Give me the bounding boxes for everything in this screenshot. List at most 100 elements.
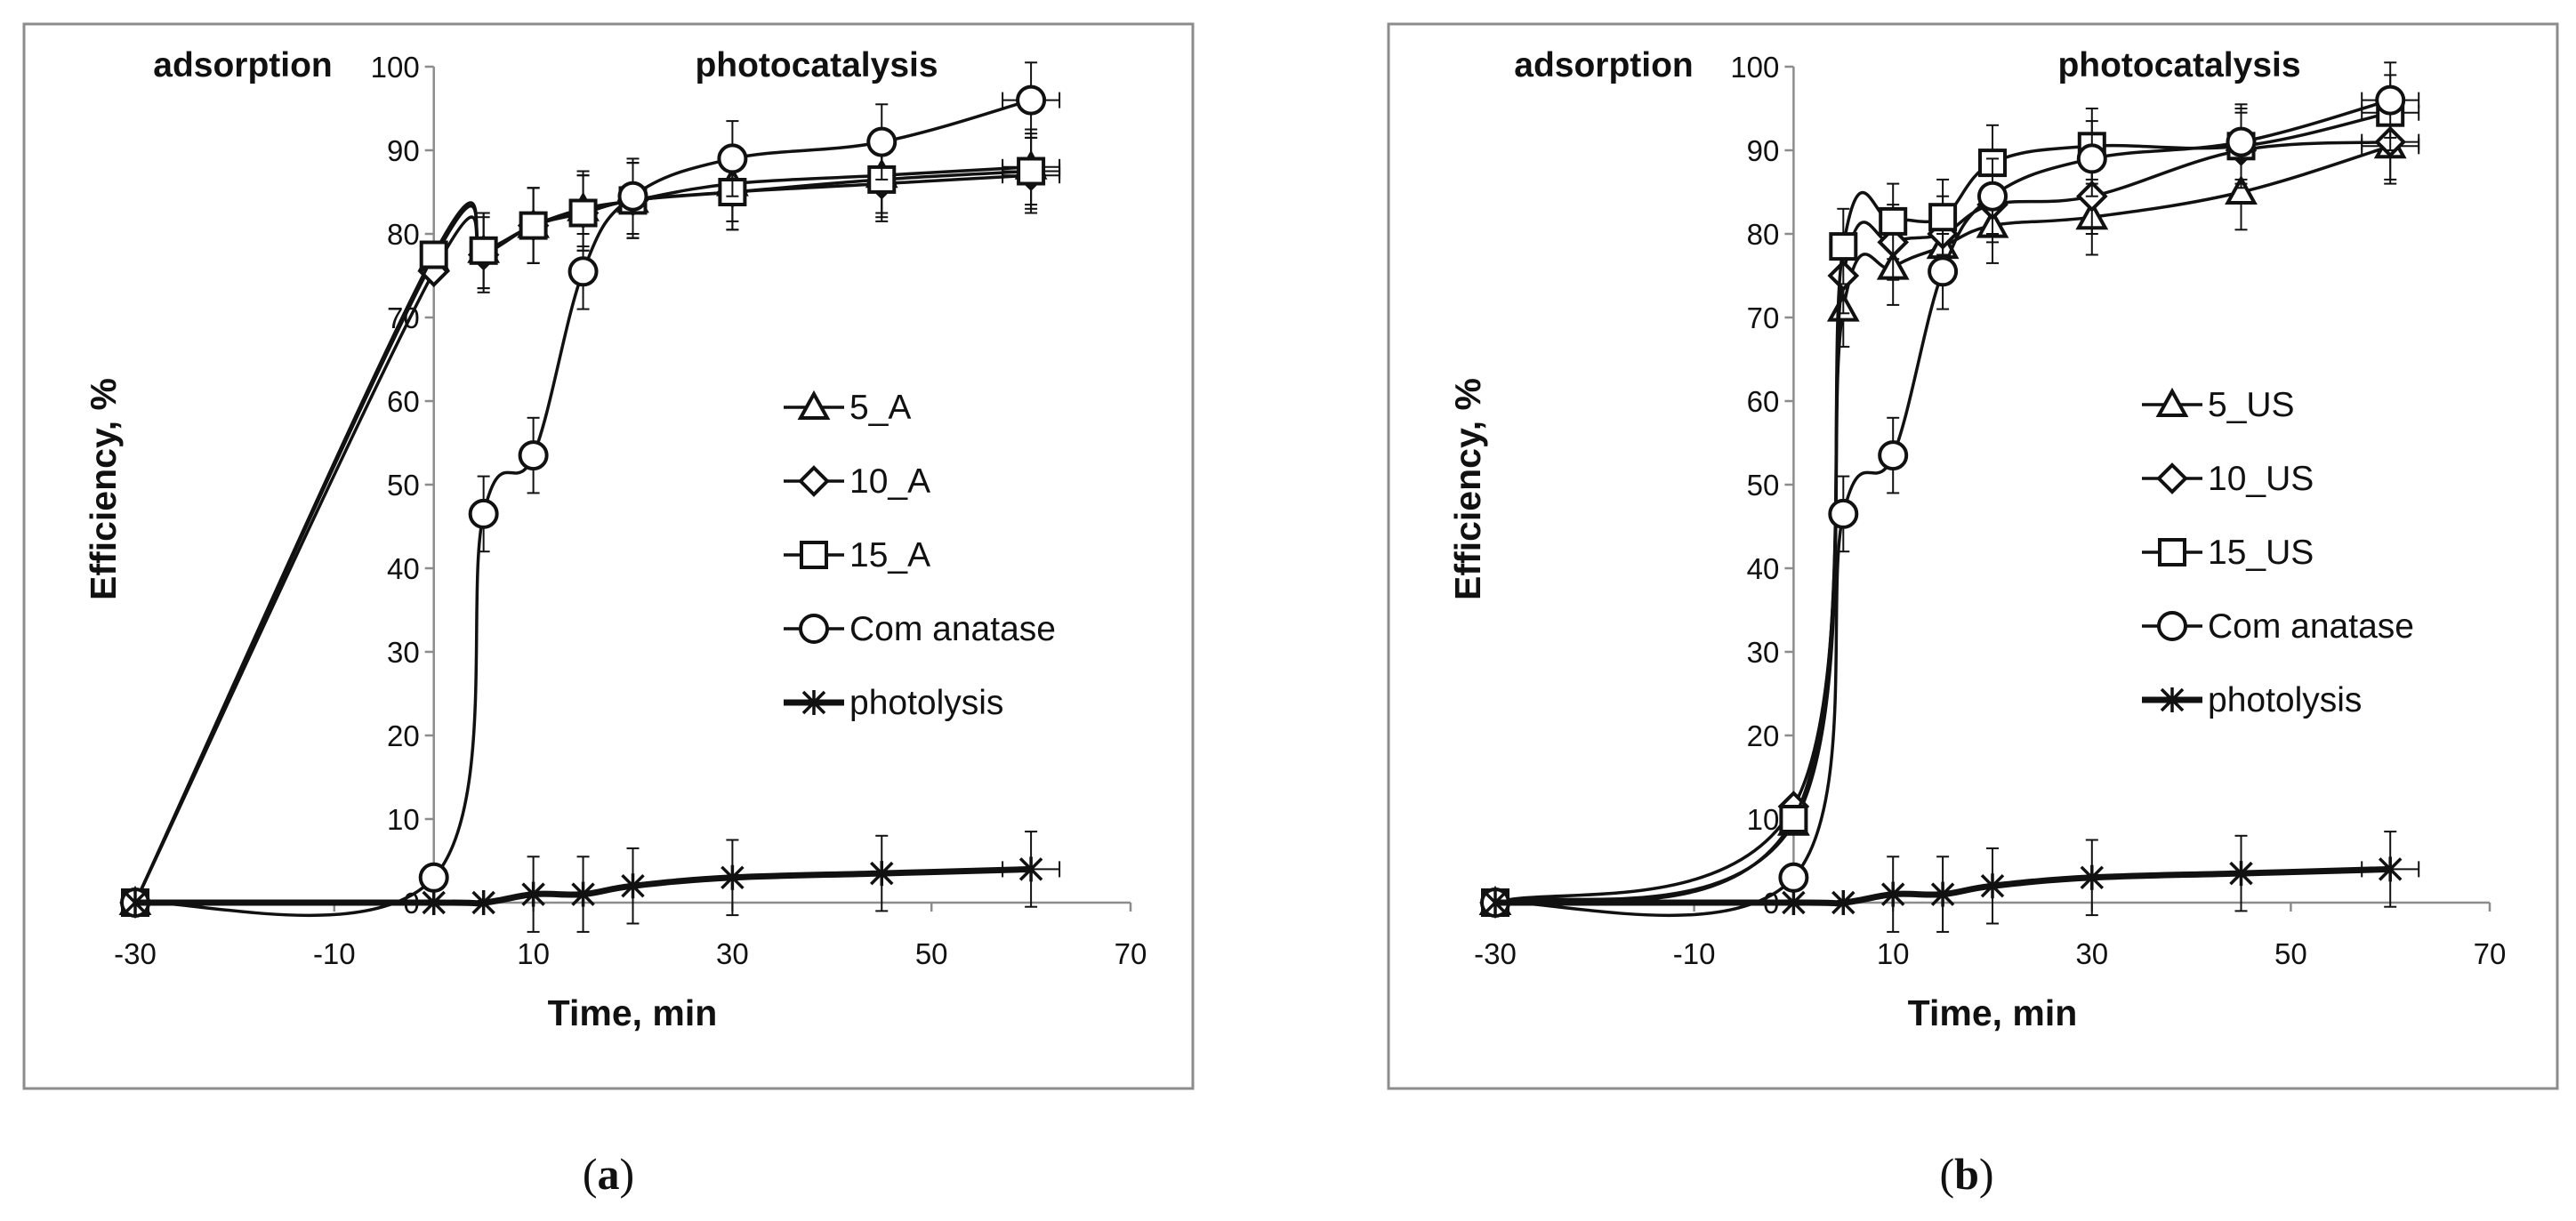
panel-a-com-anatase-point bbox=[518, 440, 549, 471]
panel-a-y-tick-label: 40 bbox=[387, 552, 420, 585]
panel-a-legend-item-10-a: 10_A bbox=[784, 462, 930, 501]
panel-a-series bbox=[118, 61, 1061, 933]
panel-a-legend-label: Com anatase bbox=[849, 610, 1056, 648]
panel-b-com-anatase-point bbox=[1828, 498, 1859, 529]
panel-a-y-tick-label: 20 bbox=[387, 719, 420, 752]
panel-b-series-photolysis bbox=[1483, 831, 2420, 933]
panel-b-photolysis-point bbox=[2229, 861, 2253, 887]
panel-a-photolysis-point bbox=[621, 873, 645, 899]
panel-a-legend-marker bbox=[797, 390, 831, 420]
panel-b-legend-marker bbox=[2157, 611, 2187, 641]
panel-b-photolysis-point bbox=[1782, 890, 1806, 915]
panel-b-15-us-point bbox=[1829, 232, 1858, 261]
panel-b-com-anatase-point bbox=[1778, 862, 1809, 893]
panel-b-x-tick-label: -10 bbox=[1673, 937, 1716, 970]
panel-b-com-anatase-point bbox=[2375, 84, 2406, 116]
panel-b-legend-label: 10_US bbox=[2208, 460, 2314, 498]
panel-a-legend-marker bbox=[799, 614, 829, 644]
panel-a-legend: 5_A 10_A 15_A Com anatase photolysis bbox=[784, 389, 1056, 722]
panel-a-15-a-point bbox=[419, 240, 448, 269]
panel-b-photolysis-point bbox=[1483, 890, 1508, 915]
panel-a-chart: Efficiency, % Time, min adsorption photo… bbox=[22, 22, 1195, 1090]
panel-a-legend-marker bbox=[798, 465, 830, 497]
panel-a-legend-label: 5_A bbox=[849, 389, 911, 427]
panel-b-photolysis-point bbox=[1930, 881, 1955, 907]
panel-a-com-anatase-point bbox=[717, 143, 748, 174]
panel-a-series-com-anatase bbox=[120, 61, 1061, 918]
panel-a-ylabel: Efficiency, % bbox=[83, 378, 124, 600]
panel-a-photolysis-point bbox=[1018, 856, 1043, 882]
panel-b-y-tick-label: 10 bbox=[1747, 803, 1780, 836]
panel-b-caption-letter: b bbox=[1954, 1149, 1979, 1199]
panel-b-legend-item-photolysis: photolysis bbox=[2142, 681, 2362, 719]
panel-b-photocatalysis-label: photocatalysis bbox=[2057, 46, 2300, 84]
panel-b-com-anatase-point bbox=[1977, 181, 2008, 212]
panel-b-com-anatase-point bbox=[2226, 126, 2257, 157]
panel-b-legend-label: Com anatase bbox=[2208, 607, 2414, 646]
panel-a-photolysis-point bbox=[471, 890, 495, 915]
panel-b-y-tick-label: 100 bbox=[1730, 51, 1779, 84]
panel-a-com-anatase-point bbox=[468, 498, 499, 529]
panel-b-com-anatase-point bbox=[2076, 143, 2107, 174]
panel-a-15-a-point bbox=[469, 236, 498, 265]
panel-a-legend-label: 10_A bbox=[849, 462, 930, 501]
panel-a-15-a-point bbox=[519, 211, 548, 240]
panel-a-x-tick-label: 70 bbox=[1115, 937, 1147, 970]
panel-b-photolysis-point bbox=[2080, 864, 2105, 890]
panel-b-x-tick-label: 70 bbox=[2474, 937, 2507, 970]
panel-a-legend-marker bbox=[800, 541, 828, 569]
panel-a-frame bbox=[22, 22, 1195, 1090]
panel-b-legend-marker bbox=[2160, 687, 2185, 712]
panel-b-series bbox=[1478, 61, 2420, 933]
panel-a-legend-marker bbox=[801, 690, 826, 715]
panel-b-legend-label: 5_US bbox=[2208, 386, 2295, 424]
panel-a-com-anatase-point bbox=[568, 256, 599, 287]
panel-b-x-tick-label: 50 bbox=[2274, 937, 2307, 970]
panel-b-y-tick-label: 60 bbox=[1747, 385, 1780, 418]
panel-a-y-tick-label: 80 bbox=[387, 218, 420, 251]
panel-b-15-us-point bbox=[1879, 206, 1908, 236]
panel-a-legend-item-photolysis: photolysis bbox=[784, 684, 1003, 722]
panel-b-caption: (b) bbox=[1939, 1149, 1993, 1199]
panel-a-legend-item-15-a: 15_A bbox=[784, 536, 930, 574]
panel-a-legend-label: 15_A bbox=[849, 536, 930, 574]
panel-a-com-anatase-point bbox=[1016, 84, 1047, 116]
panel-a-15-a-point bbox=[568, 198, 598, 228]
panel-b-caption-open: ( bbox=[1939, 1149, 1954, 1199]
panel-b-ylabel: Efficiency, % bbox=[1447, 378, 1488, 600]
panel-a-y-tick-label: 30 bbox=[387, 636, 420, 669]
panel-a-legend-item-5-a: 5_A bbox=[784, 389, 911, 427]
panel-b-legend-label: photolysis bbox=[2208, 681, 2362, 719]
panel-b-legend-label: 15_US bbox=[2208, 534, 2314, 572]
panel-a-com-anatase-point bbox=[617, 181, 648, 212]
panel-b-legend-item-5-us: 5_US bbox=[2142, 386, 2295, 424]
panel-a-x-tick-label: -30 bbox=[114, 937, 157, 970]
panel-b-x-tick-label: -30 bbox=[1474, 937, 1517, 970]
panel-b-x-tick-label: 10 bbox=[1877, 937, 1910, 970]
panel-a-photolysis-point bbox=[521, 881, 545, 907]
panel-a-caption-close: ) bbox=[620, 1149, 635, 1199]
panel-a-photolysis-point bbox=[870, 861, 894, 887]
panel-b-y-tick-label: 90 bbox=[1747, 134, 1780, 167]
panel-a-x-tick-label: 30 bbox=[716, 937, 749, 970]
panel-a-y-tick-label: 50 bbox=[387, 469, 420, 502]
panel-b-photolysis-point bbox=[1880, 881, 1905, 907]
panel-b-y-tick-label: 30 bbox=[1747, 636, 1780, 669]
panel-a-caption: (a) bbox=[583, 1149, 634, 1199]
panel-a-x-tick-label: 10 bbox=[517, 937, 550, 970]
panel-b-y-tick-label: 80 bbox=[1747, 218, 1780, 251]
panel-a-photolysis-point bbox=[571, 881, 595, 907]
panel-a-y-tick-label: 60 bbox=[387, 385, 420, 418]
panel-a-photolysis-point bbox=[422, 890, 446, 915]
panel-b-15-us-point bbox=[1779, 805, 1808, 833]
panel-b-photolysis-point bbox=[1831, 890, 1856, 915]
panel-b-y-tick-label: 70 bbox=[1747, 301, 1780, 334]
panel-a-photolysis-point bbox=[123, 890, 148, 915]
panel-a-y-tick-label: 90 bbox=[387, 134, 420, 167]
panel-a-photolysis-point bbox=[720, 864, 745, 890]
panel-a-legend-label: photolysis bbox=[849, 684, 1003, 722]
panel-b-15-us-point bbox=[1928, 203, 1958, 232]
panel-a-legend-item-com-anatase: Com anatase bbox=[784, 610, 1056, 648]
